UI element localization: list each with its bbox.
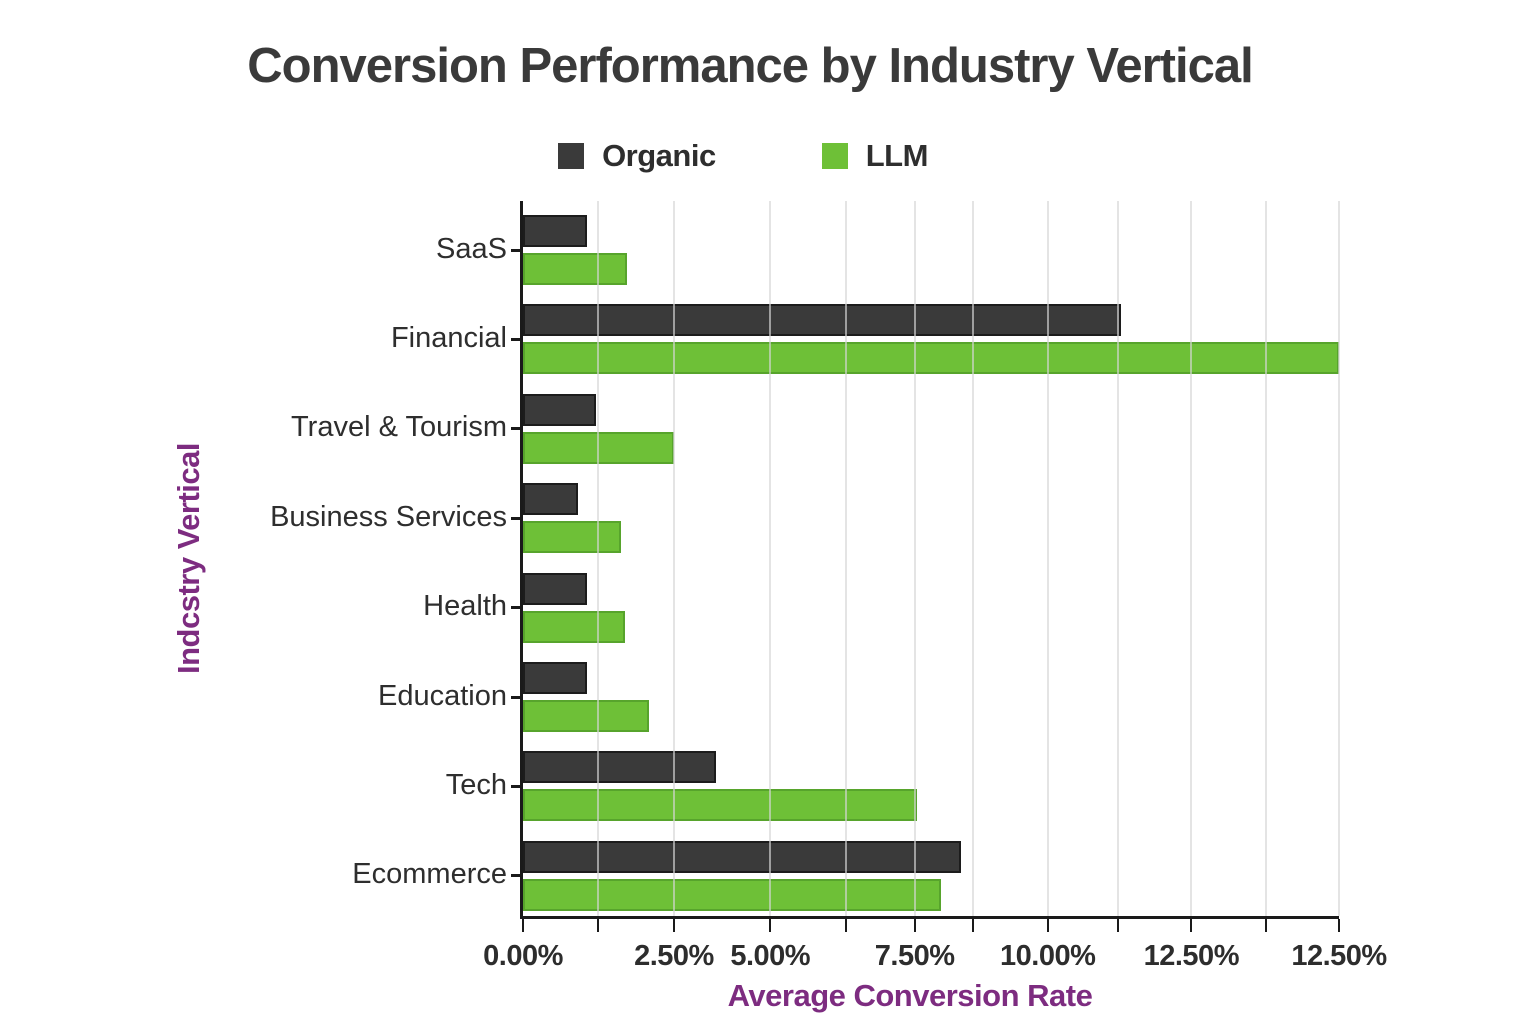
category-row: Business Services <box>270 469 1339 558</box>
bar-llm <box>523 699 649 732</box>
chart-title: Conversion Performance by Industry Verti… <box>247 39 1253 93</box>
bar-llm <box>523 253 627 285</box>
x-tick <box>1338 919 1340 932</box>
x-tick-label: 5.00% <box>730 940 811 972</box>
x-gridline <box>769 201 772 916</box>
x-tick <box>769 919 772 932</box>
x-tick <box>597 919 600 932</box>
category-row: Ecommerce <box>352 827 1339 916</box>
bar-organic <box>523 215 587 247</box>
x-tick <box>1265 919 1268 932</box>
bar-organic <box>523 751 717 784</box>
x-tick <box>845 919 848 932</box>
y-tick <box>511 516 520 520</box>
y-tick <box>511 248 520 252</box>
x-tick-label: 7.50% <box>874 940 955 972</box>
category-label: Travel & Tourism <box>291 411 507 444</box>
x-gridline <box>672 201 675 916</box>
category-label: Ecommerce <box>352 858 507 891</box>
bar-llm <box>523 610 625 643</box>
x-gridline <box>1338 201 1340 916</box>
category-row: Financial <box>391 290 1339 379</box>
bar-llm <box>523 342 1339 375</box>
bar-organic <box>523 661 587 694</box>
x-tick <box>1046 919 1049 932</box>
x-gridline <box>597 201 600 916</box>
y-tick <box>511 606 520 610</box>
y-tick <box>511 338 520 342</box>
category-label: SaaS <box>436 232 507 265</box>
y-tick <box>511 427 520 431</box>
category-row: Education <box>378 648 1339 737</box>
legend-entry-organic: Organic <box>558 138 716 174</box>
category-row: Travel & Tourism <box>291 380 1339 469</box>
category-label: Financial <box>390 322 507 355</box>
y-tick <box>511 695 520 699</box>
bar-organic <box>523 572 587 605</box>
legend-swatch-llm-icon <box>821 143 848 169</box>
legend-label-llm: LLM <box>865 138 929 173</box>
category-row: SaaS <box>436 201 1339 290</box>
x-tick <box>971 919 974 932</box>
x-tick <box>1190 919 1193 932</box>
category-row: Health <box>423 559 1339 648</box>
x-tick-label: 12.50% <box>1291 940 1387 972</box>
x-gridline <box>1116 201 1119 916</box>
category-label: Education <box>378 679 507 712</box>
x-tick <box>1116 919 1119 932</box>
category-label: Business Services <box>270 500 507 533</box>
y-axis-title: Indcstry Vertical <box>171 443 206 675</box>
x-tick-label: 10.00% <box>1000 940 1096 972</box>
bar-llm <box>523 789 918 822</box>
x-gridline <box>1265 201 1268 916</box>
category-row: Tech <box>446 737 1339 826</box>
bar-llm <box>523 878 941 911</box>
y-tick <box>511 784 520 788</box>
bar-llm <box>523 521 621 554</box>
legend-swatch-organic-icon <box>558 143 585 169</box>
bar-organic <box>523 393 596 426</box>
x-tick-label: 12.50% <box>1143 940 1240 972</box>
x-gridline <box>971 201 974 916</box>
x-gridline <box>1190 201 1193 916</box>
x-gridline <box>1046 201 1049 916</box>
bar-organic <box>523 304 1122 337</box>
x-tick <box>913 919 916 932</box>
x-tick <box>522 919 524 932</box>
x-gridline <box>845 201 848 916</box>
x-gridline <box>913 201 916 916</box>
x-axis-title: Average Conversion Rate <box>727 978 1093 1013</box>
legend-label-organic: Organic <box>602 138 716 173</box>
category-label: Tech <box>445 768 507 801</box>
y-tick <box>511 874 520 878</box>
x-tick-label: 2.50% <box>634 940 714 972</box>
category-label: Health <box>423 590 507 623</box>
legend: Organic LLM <box>0 138 1486 174</box>
x-tick <box>672 919 675 932</box>
x-tick-label: 0.00% <box>483 940 563 972</box>
plot-area: 0.00% 2.50% 5.00% 7.50% 10.00% 12.50% 12.50% Sa… <box>270 201 1387 972</box>
bar-organic <box>523 483 578 516</box>
bar-organic <box>523 840 962 873</box>
legend-entry-llm: LLM <box>821 138 929 174</box>
